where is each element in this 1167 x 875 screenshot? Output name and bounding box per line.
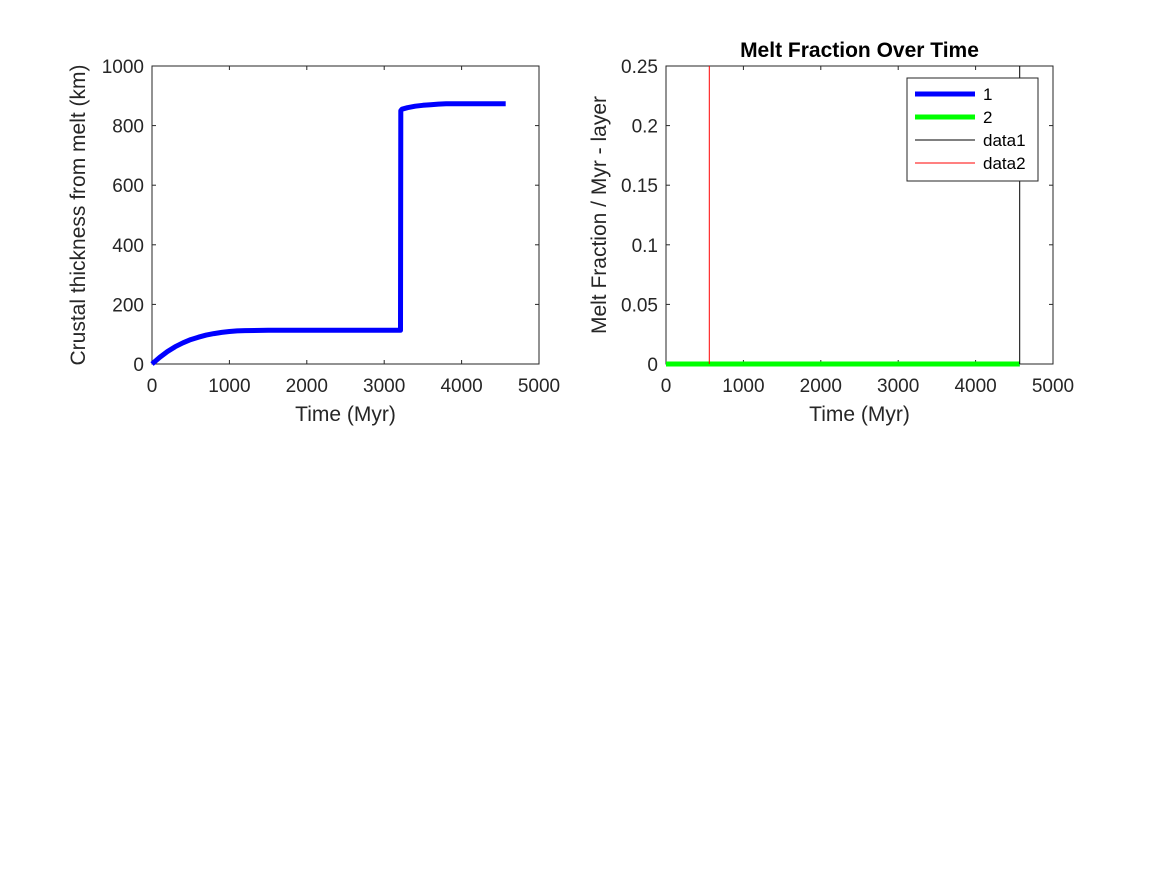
y-tick-label: 0.2 — [632, 117, 658, 138]
series-group — [150, 101, 506, 366]
x-tick-label: 3000 — [363, 376, 405, 397]
legend-entries: 1 2 data1 data2 — [915, 85, 1026, 173]
y-tick-label: 200 — [112, 295, 144, 316]
x-tick-labels: 0 1000 2000 3000 4000 5000 — [147, 376, 560, 397]
x-tick-label: 2000 — [286, 376, 328, 397]
y-tick-label: 0.1 — [632, 236, 658, 257]
plot-area-frame — [151, 65, 540, 365]
y-tick-label: 0 — [647, 355, 658, 376]
y-tick-label: 600 — [112, 176, 144, 197]
y-tick-label: 0.25 — [621, 57, 658, 78]
y-tick-label: 0 — [133, 355, 144, 376]
melt-fraction-chart: 0 1000 2000 3000 4000 5000 0 0.05 0.1 0.15 0.2 0.2… — [588, 39, 1074, 426]
y-tick-labels: 0 0.05 0.1 0.15 0.2 0.25 — [621, 57, 658, 376]
x-tick-label: 1000 — [722, 376, 764, 397]
x-tick-label: 4000 — [954, 376, 996, 397]
y-tick-label: 1000 — [102, 57, 144, 78]
x-tick-label: 1000 — [208, 376, 250, 397]
y-tick-label: 0.05 — [621, 295, 658, 316]
x-tick-label: 5000 — [518, 376, 560, 397]
y-axis-label: Crustal thickness from melt (km) — [67, 64, 90, 365]
legend-label: data2 — [983, 154, 1026, 173]
y-tick-labels: 0 200 400 600 800 1000 — [102, 57, 144, 376]
x-tick-label: 4000 — [440, 376, 482, 397]
legend-label: data1 — [983, 131, 1026, 150]
legend-label: 2 — [983, 108, 992, 127]
tick-marks — [151, 65, 540, 365]
crustal-thickness-chart: 0 1000 2000 3000 4000 5000 02004006008001000 … — [67, 57, 560, 426]
y-axis-label: Melt Fraction / Myr - layer — [588, 96, 611, 334]
series-line — [150, 101, 506, 366]
y-tick-label: 0.15 — [621, 176, 658, 197]
x-axis-label: Time (Myr) — [809, 403, 910, 426]
chart-title: Melt Fraction Over Time — [740, 39, 979, 62]
x-axis-label: Time (Myr) — [295, 403, 396, 426]
x-tick-label: 2000 — [800, 376, 842, 397]
legend-label: 1 — [983, 85, 992, 104]
y-tick-label: 800 — [112, 117, 144, 138]
legend: 1 2 data1 data2 — [906, 77, 1039, 182]
x-tick-label: 5000 — [1032, 376, 1074, 397]
x-tick-labels: 0 1000 2000 3000 4000 5000 — [661, 376, 1074, 397]
x-tick-label: 3000 — [877, 376, 919, 397]
y-tick-label: 400 — [112, 236, 144, 257]
x-tick-label: 0 — [661, 376, 672, 397]
x-tick-label: 0 — [147, 376, 158, 397]
